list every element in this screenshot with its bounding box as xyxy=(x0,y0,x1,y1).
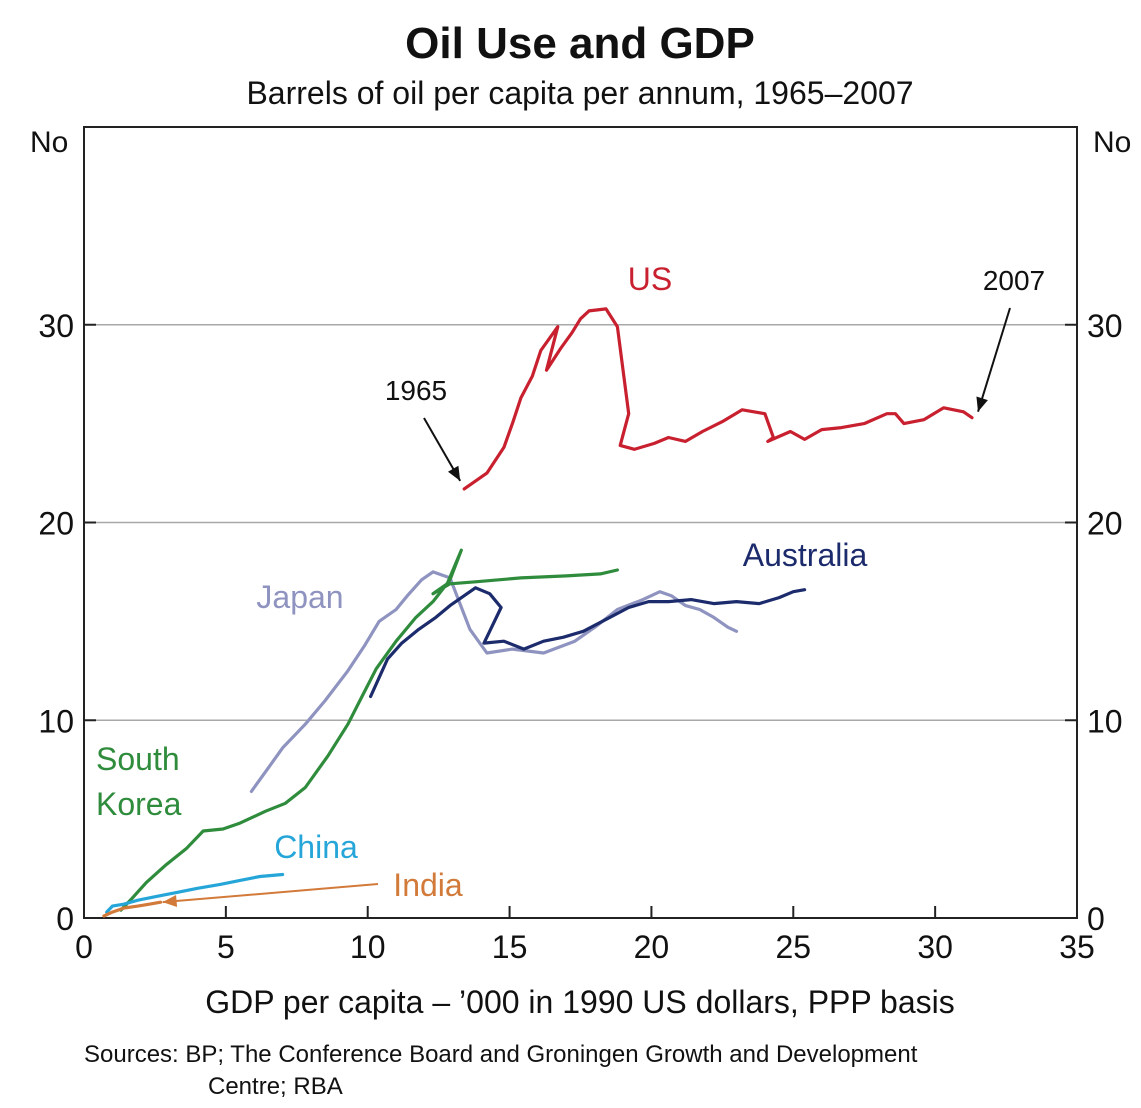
x-tick-label: 10 xyxy=(350,929,386,965)
source-note-line1: Sources: BP; The Conference Board and Gr… xyxy=(84,1041,918,1068)
y-tick-label-right: 20 xyxy=(1087,506,1123,542)
series-label-south-korea-line1: South xyxy=(96,741,180,777)
series-label-australia: Australia xyxy=(743,537,868,573)
series-line-australia xyxy=(369,586,807,699)
series-label-japan: Japan xyxy=(256,579,343,615)
x-tick-label: 5 xyxy=(217,929,235,965)
right-axis-unit: No xyxy=(1093,126,1131,159)
arrow-india-head xyxy=(162,895,178,907)
series-label-india: India xyxy=(393,867,463,903)
x-tick-label: 20 xyxy=(634,929,670,965)
arrow-2007 xyxy=(977,307,1011,412)
y-tick-label-left: 30 xyxy=(38,308,74,344)
series-label-south-korea-line2: Korea xyxy=(96,786,182,822)
series-line-china xyxy=(105,872,285,914)
gridlines xyxy=(84,324,1077,721)
y-tick-label-right: 30 xyxy=(1087,308,1123,344)
x-tick-label: 25 xyxy=(775,929,811,965)
chart-title: Oil Use and GDP xyxy=(405,19,755,68)
annotation-arrows xyxy=(162,307,1011,907)
series-line-india xyxy=(102,900,163,918)
left-axis-unit: No xyxy=(30,126,68,159)
source-note-line2: Centre; RBA xyxy=(208,1073,343,1100)
y-tick-label-right: 10 xyxy=(1087,703,1123,739)
arrow-2007-head xyxy=(976,396,988,412)
x-axis-label: GDP per capita – ’000 in 1990 US dollars… xyxy=(205,984,954,1020)
x-tick-label: 30 xyxy=(917,929,953,965)
y-tick-label-left: 20 xyxy=(38,506,74,542)
arrow-india xyxy=(162,883,379,904)
series-line-us xyxy=(462,307,974,491)
x-tick-label: 35 xyxy=(1059,929,1095,965)
y-tick-label-left: 10 xyxy=(38,703,74,739)
arrow-1965-head xyxy=(447,465,461,481)
annotation-1965: 1965 xyxy=(385,375,447,406)
series-line-south-korea xyxy=(119,548,620,912)
chart-subtitle: Barrels of oil per capita per annum, 196… xyxy=(246,75,913,111)
x-tick-label: 0 xyxy=(75,929,93,965)
series-label-us: US xyxy=(628,261,672,297)
series-label-china: China xyxy=(274,829,358,865)
y-tick-label-left: 0 xyxy=(56,901,74,937)
series-lines xyxy=(102,307,974,918)
annotation-2007: 2007 xyxy=(983,265,1045,296)
x-tick-label: 15 xyxy=(492,929,528,965)
y-tick-label-right: 0 xyxy=(1087,901,1105,937)
